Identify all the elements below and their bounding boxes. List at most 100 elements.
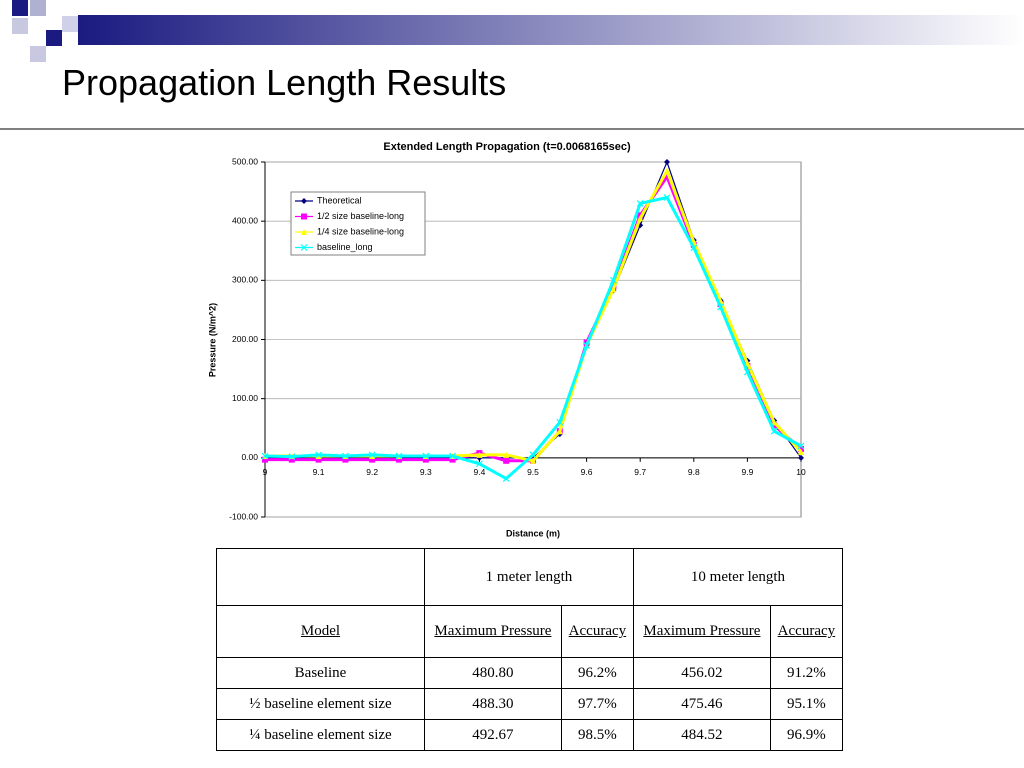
x-tick-label: 9 bbox=[263, 467, 268, 477]
y-axis-label: Pressure (N/m^2) bbox=[207, 303, 217, 377]
decor-square bbox=[30, 0, 46, 16]
marker bbox=[315, 451, 323, 459]
marker bbox=[262, 456, 268, 463]
x-tick-label: 9.5 bbox=[527, 467, 539, 477]
marker bbox=[369, 456, 376, 463]
x-tick-label: 9.7 bbox=[634, 467, 646, 477]
column-header: Maximum Pressure bbox=[424, 605, 562, 658]
marker bbox=[743, 368, 751, 376]
decor-square bbox=[46, 30, 62, 46]
group-header: 1 meter length bbox=[424, 548, 634, 606]
marker bbox=[301, 198, 307, 204]
column-header: Accuracy bbox=[769, 605, 844, 658]
marker bbox=[300, 244, 308, 251]
legend-label: 1/4 size baseline-long bbox=[317, 226, 404, 236]
marker bbox=[261, 452, 269, 460]
marker bbox=[556, 428, 563, 435]
marker bbox=[529, 451, 537, 459]
table-cell bbox=[216, 548, 425, 606]
results-table: 1 meter length 10 meter length Model Max… bbox=[216, 548, 844, 751]
x-tick-label: 9.8 bbox=[688, 467, 700, 477]
x-tick-label: 9.1 bbox=[313, 467, 325, 477]
y-tick-label: 500.00 bbox=[232, 156, 258, 166]
marker bbox=[396, 456, 402, 463]
column-header: Maximum Pressure bbox=[632, 605, 771, 658]
marker bbox=[717, 303, 725, 311]
decor-square bbox=[30, 46, 46, 62]
marker bbox=[503, 457, 510, 464]
decor-square bbox=[62, 16, 78, 32]
column-header: Accuracy bbox=[560, 605, 634, 658]
marker bbox=[301, 213, 307, 220]
x-axis-label: Distance (m) bbox=[506, 528, 560, 538]
table-cell: 96.9% bbox=[769, 719, 844, 751]
marker bbox=[422, 452, 430, 460]
marker bbox=[690, 244, 698, 252]
legend-label: 1/2 size baseline-long bbox=[317, 211, 404, 221]
slide-decor bbox=[0, 0, 1024, 130]
marker bbox=[609, 276, 617, 284]
y-tick-label: -100.00 bbox=[229, 511, 258, 521]
x-tick-label: 9.3 bbox=[420, 467, 432, 477]
table-cell: 97.7% bbox=[560, 688, 634, 720]
marker bbox=[770, 427, 778, 435]
slide-title: Propagation Length Results bbox=[62, 62, 507, 103]
marker bbox=[636, 199, 644, 207]
marker bbox=[341, 452, 349, 460]
marker bbox=[797, 442, 805, 450]
marker bbox=[664, 159, 670, 165]
marker bbox=[664, 167, 670, 174]
y-tick-label: 0.00 bbox=[241, 452, 258, 462]
legend bbox=[290, 191, 426, 256]
legend-label: baseline_long bbox=[317, 242, 373, 252]
table-cell: 475.46 bbox=[632, 688, 771, 720]
table-cell: Baseline bbox=[216, 657, 425, 689]
header-bar bbox=[78, 15, 1024, 45]
marker bbox=[583, 341, 591, 349]
table-cell: 488.30 bbox=[424, 688, 562, 720]
table-cell: 95.1% bbox=[769, 688, 844, 720]
table-cell: ¼ baseline element size bbox=[216, 719, 425, 751]
marker bbox=[368, 451, 376, 459]
x-tick-label: 9.6 bbox=[581, 467, 593, 477]
marker bbox=[288, 453, 296, 461]
decor-square bbox=[12, 0, 28, 16]
table-cell: 484.52 bbox=[632, 719, 771, 751]
marker bbox=[342, 456, 349, 463]
marker bbox=[503, 451, 510, 458]
table-cell: 480.80 bbox=[424, 657, 562, 689]
chart: Extended Length Propagation (t=0.0068165… bbox=[207, 140, 806, 539]
marker bbox=[530, 457, 536, 464]
marker bbox=[301, 229, 307, 235]
legend-label: Theoretical bbox=[317, 195, 362, 205]
marker bbox=[637, 215, 644, 222]
marker bbox=[476, 451, 483, 458]
marker bbox=[475, 460, 483, 468]
table-cell: 96.2% bbox=[560, 657, 634, 689]
y-tick-label: 300.00 bbox=[232, 275, 258, 285]
x-tick-label: 9.9 bbox=[741, 467, 753, 477]
decor-square bbox=[12, 18, 28, 34]
marker bbox=[422, 456, 429, 463]
table-cell: 98.5% bbox=[560, 719, 634, 751]
group-header: 10 meter length bbox=[632, 548, 844, 606]
marker bbox=[449, 456, 456, 463]
marker bbox=[798, 448, 804, 455]
marker bbox=[449, 452, 457, 460]
marker bbox=[556, 418, 564, 426]
table-cell: 456.02 bbox=[632, 657, 771, 689]
y-tick-label: 200.00 bbox=[232, 334, 258, 344]
chart-title: Extended Length Propagation (t=0.0068165… bbox=[383, 141, 631, 153]
column-header: Model bbox=[216, 605, 425, 658]
marker bbox=[771, 419, 778, 426]
marker bbox=[663, 194, 671, 201]
marker bbox=[395, 452, 403, 460]
x-tick-label: 10 bbox=[796, 467, 806, 477]
y-tick-label: 400.00 bbox=[232, 215, 258, 225]
marker bbox=[288, 456, 295, 463]
x-tick-label: 9.2 bbox=[366, 467, 378, 477]
table-cell: 91.2% bbox=[769, 657, 844, 689]
marker bbox=[502, 475, 510, 482]
x-tick-label: 9.4 bbox=[473, 467, 485, 477]
